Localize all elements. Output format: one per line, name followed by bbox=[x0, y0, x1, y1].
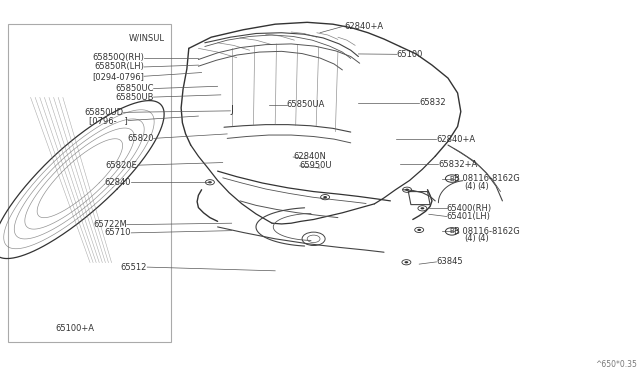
Text: 65820: 65820 bbox=[127, 134, 154, 143]
Text: 65850UB: 65850UB bbox=[115, 93, 154, 102]
Text: 62840: 62840 bbox=[105, 178, 131, 187]
Text: 65512: 65512 bbox=[121, 263, 147, 272]
Text: 65850UA: 65850UA bbox=[287, 100, 325, 109]
Text: [0796-   ]: [0796- ] bbox=[89, 116, 128, 125]
Text: 65100: 65100 bbox=[397, 50, 423, 59]
Text: 65401(LH): 65401(LH) bbox=[447, 212, 491, 221]
Text: 62840+A: 62840+A bbox=[344, 22, 383, 31]
Text: 65850UC: 65850UC bbox=[115, 84, 154, 93]
Circle shape bbox=[404, 261, 408, 263]
Text: 65722M: 65722M bbox=[93, 220, 127, 229]
Bar bbox=[8, 24, 171, 342]
Text: (4): (4) bbox=[465, 182, 476, 190]
Text: [0294-0796]: [0294-0796] bbox=[92, 72, 144, 81]
Text: B: B bbox=[449, 228, 454, 234]
Text: 65850Q(RH): 65850Q(RH) bbox=[92, 53, 144, 62]
Circle shape bbox=[208, 181, 212, 183]
Text: (4): (4) bbox=[465, 234, 476, 243]
Text: ^650*0.35: ^650*0.35 bbox=[595, 360, 637, 369]
Circle shape bbox=[417, 229, 421, 231]
Text: 63845: 63845 bbox=[436, 257, 463, 266]
Circle shape bbox=[420, 207, 424, 209]
Text: W/INSUL: W/INSUL bbox=[129, 33, 164, 42]
Text: 65950U: 65950U bbox=[300, 161, 332, 170]
Text: 65850UD: 65850UD bbox=[84, 108, 124, 117]
Text: 65832+A: 65832+A bbox=[438, 160, 477, 169]
Text: 62840+A: 62840+A bbox=[436, 135, 476, 144]
Circle shape bbox=[405, 189, 409, 191]
Text: B 08116-8162G: B 08116-8162G bbox=[454, 227, 520, 236]
Text: J: J bbox=[230, 106, 233, 115]
Text: 65710: 65710 bbox=[105, 228, 131, 237]
Text: B: B bbox=[449, 176, 454, 182]
Text: 65400(RH): 65400(RH) bbox=[447, 204, 492, 213]
Text: 65820E: 65820E bbox=[106, 161, 138, 170]
Text: 62840N: 62840N bbox=[293, 153, 326, 161]
Text: (4): (4) bbox=[477, 234, 488, 243]
Text: B 08116-8162G: B 08116-8162G bbox=[454, 174, 520, 183]
Text: (4): (4) bbox=[477, 182, 488, 190]
Text: 65100+A: 65100+A bbox=[55, 324, 94, 333]
Text: 65832: 65832 bbox=[419, 98, 446, 107]
Text: 65850R(LH): 65850R(LH) bbox=[94, 62, 144, 71]
Circle shape bbox=[323, 196, 327, 198]
